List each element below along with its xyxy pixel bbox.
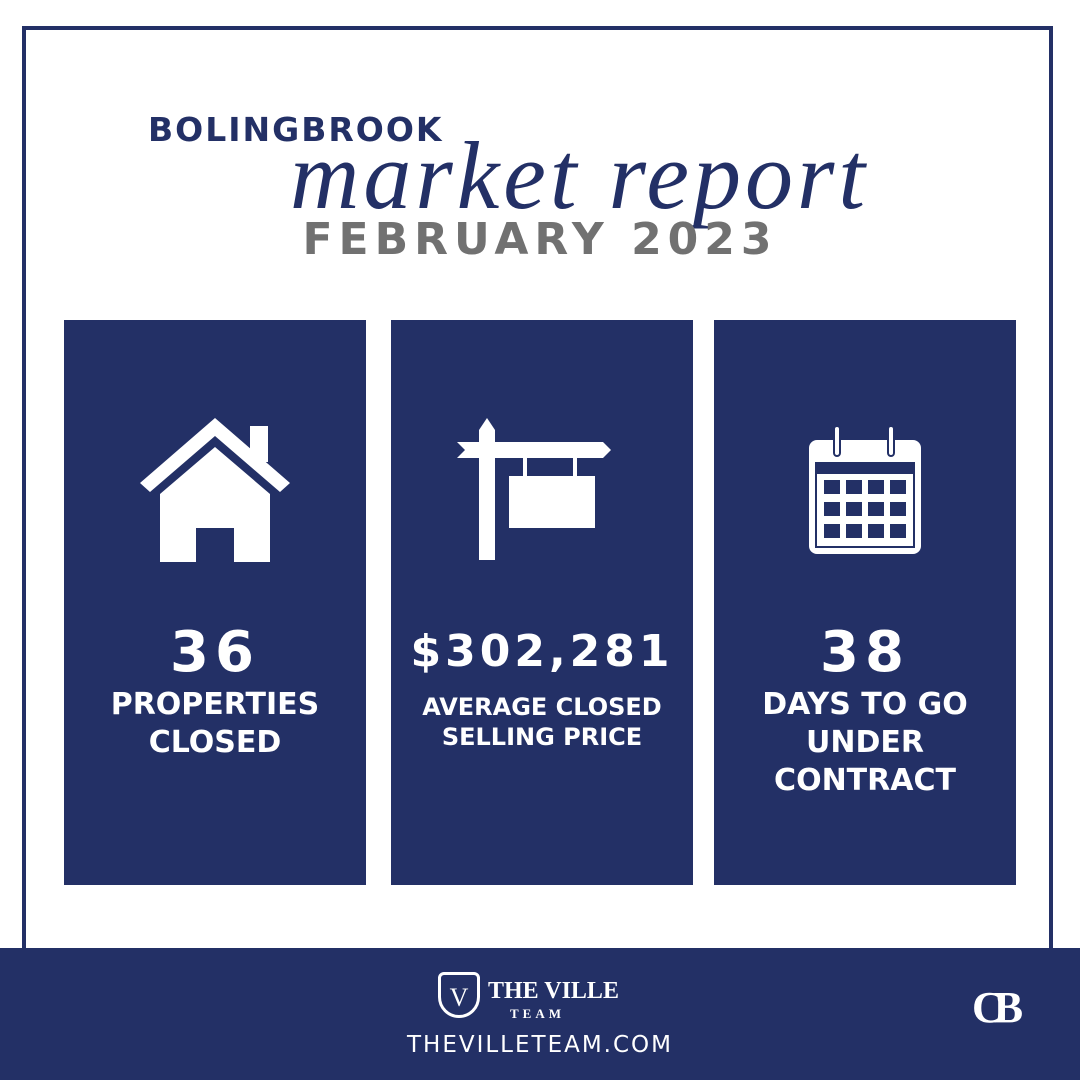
sign-icon (457, 418, 611, 560)
label-line: UNDER (806, 725, 924, 760)
brand: THE VILLE (488, 978, 619, 1004)
period: FEBRUARY 2023 (302, 214, 778, 265)
stat-card: 38 DAYS TO GO UNDER CONTRACT (714, 320, 1016, 885)
label-line: PROPERTIES (110, 687, 320, 722)
label-line: CONTRACT (774, 763, 956, 798)
logo: CB (972, 983, 1023, 1032)
label-line: SELLING PRICE (441, 723, 643, 751)
label-line: DAYS TO GO (762, 687, 968, 722)
script-title: market report (290, 122, 870, 229)
label-line: AVERAGE CLOSED (422, 693, 662, 721)
stat-value: 38 (820, 620, 910, 685)
city: BOLINGBROOK (148, 110, 444, 149)
stat-label: PROPERTIES CLOSED (64, 686, 366, 762)
footer: V THE VILLE TEAM THEVILLETEAM.COM CB (0, 948, 1080, 1080)
stat-value: 36 (170, 620, 260, 685)
house-icon (140, 418, 290, 562)
stat-card: $302,281 AVERAGE CLOSED SELLING PRICE (391, 320, 693, 885)
label-line: CLOSED (148, 725, 282, 760)
stat-label: AVERAGE CLOSED SELLING PRICE (391, 692, 693, 752)
url[interactable]: THEVILLETEAM.COM (406, 1032, 674, 1058)
stat-label: DAYS TO GO UNDER CONTRACT (714, 686, 1016, 800)
stat-value: $302,281 (410, 626, 674, 677)
stat-card: 36 PROPERTIES CLOSED (64, 320, 366, 885)
brand-team: TEAM (510, 1006, 565, 1021)
emblem: V (438, 972, 480, 1018)
calendar-icon (809, 425, 921, 554)
